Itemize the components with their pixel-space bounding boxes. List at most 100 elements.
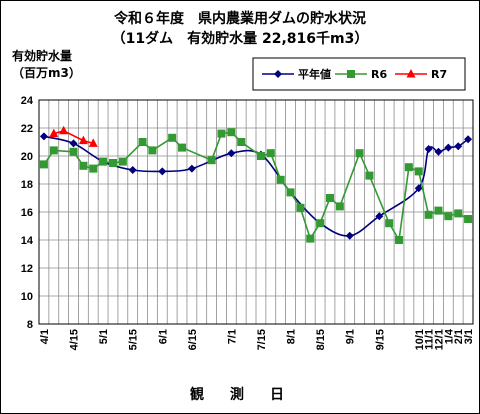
data-point xyxy=(316,219,325,228)
data-point xyxy=(88,138,98,147)
grid xyxy=(39,100,473,324)
data-point xyxy=(49,128,59,138)
data-point xyxy=(434,147,443,156)
y-tick-label: 16 xyxy=(21,207,33,219)
x-tick-label: 1/4 xyxy=(443,328,455,344)
data-point xyxy=(464,215,473,223)
x-tick-label: 7/1 xyxy=(226,329,238,344)
data-point xyxy=(464,135,473,144)
x-tick-labels: 4/1 4/15 5/1 5/15 6/1 6/15 7/1 7/15 8/1 8/15 9/1 9/… xyxy=(39,328,475,350)
data-point xyxy=(168,133,177,142)
data-point xyxy=(266,149,275,158)
data-point xyxy=(365,171,374,180)
data-point xyxy=(385,219,394,228)
legend-label: R7 xyxy=(431,68,447,81)
legend-label: R6 xyxy=(371,68,387,81)
data-point xyxy=(434,206,443,215)
series-line xyxy=(53,129,94,145)
y-tick-label: 14 xyxy=(21,235,34,247)
x-tick-label: 9/1 xyxy=(345,329,357,344)
y-tick-label: 8 xyxy=(27,319,33,331)
data-point xyxy=(138,138,147,146)
x-tick-label: 3/1 xyxy=(463,329,475,344)
data-point xyxy=(49,146,58,155)
legend-marker xyxy=(406,69,416,78)
y-tick-label: 12 xyxy=(21,263,33,275)
data-point xyxy=(69,147,78,156)
x-tick-label: 4/1 xyxy=(39,329,51,344)
y-tick-labels: 8 10 12 14 16 18 20 22 24 xyxy=(21,95,34,331)
data-point xyxy=(237,138,246,146)
data-point xyxy=(444,212,453,221)
data-point xyxy=(79,161,88,170)
data-point xyxy=(227,149,236,158)
y-tick-label: 10 xyxy=(21,291,33,303)
x-axis-label: 観 測 日 xyxy=(190,387,290,403)
y-axis-unit: （百万m3） xyxy=(12,66,81,80)
data-point xyxy=(69,139,78,148)
data-point xyxy=(227,128,236,137)
data-point xyxy=(454,209,463,218)
legend: 平年値 R6 R7 xyxy=(252,57,466,91)
data-point xyxy=(118,157,127,166)
data-point xyxy=(335,202,344,211)
data-point xyxy=(158,167,167,176)
data-point xyxy=(424,145,433,153)
data-point xyxy=(286,188,295,197)
y-tick-label: 22 xyxy=(21,123,33,135)
data-point xyxy=(99,157,108,166)
y-tick-label: 20 xyxy=(21,151,33,163)
x-tick-label: 2/1 xyxy=(453,329,465,344)
legend-label: 平年値 xyxy=(298,67,331,81)
data-point xyxy=(59,125,69,135)
series-r6 xyxy=(39,128,473,244)
data-point xyxy=(207,156,216,165)
series-group xyxy=(39,125,473,244)
x-tick-label: 9/15 xyxy=(374,329,386,350)
data-point xyxy=(424,210,433,219)
data-point xyxy=(414,184,423,193)
x-tick-label: 10/1 xyxy=(414,329,426,350)
legend-marker xyxy=(347,70,355,78)
data-point xyxy=(395,236,404,244)
chart-title: 令和６年度 県内農業用ダムの貯水状況 xyxy=(114,11,366,27)
x-tick-label: 6/15 xyxy=(187,329,199,350)
data-point xyxy=(325,194,334,202)
data-point xyxy=(404,163,413,172)
data-point xyxy=(256,152,265,160)
x-tick-label: 7/15 xyxy=(256,329,268,350)
data-point xyxy=(296,203,305,212)
legend-marker xyxy=(274,70,282,78)
x-tick-label: 6/1 xyxy=(157,329,169,344)
x-tick-label: 8/15 xyxy=(315,329,327,350)
data-point xyxy=(128,166,137,174)
data-point xyxy=(148,146,157,155)
x-tick-label: 11/1 xyxy=(424,329,436,350)
plot-area xyxy=(38,99,474,325)
series-r7 xyxy=(49,125,98,147)
data-point xyxy=(276,175,285,184)
data-point xyxy=(39,132,48,141)
x-tick-label: 8/1 xyxy=(286,329,298,344)
data-point xyxy=(375,212,384,221)
data-point xyxy=(89,164,98,173)
x-tick-label: 5/1 xyxy=(98,329,110,344)
x-tick-label: 5/15 xyxy=(128,329,140,350)
y-tick-label: 24 xyxy=(21,95,34,107)
data-point xyxy=(187,164,196,173)
y-tick-label: 18 xyxy=(21,179,33,191)
data-point xyxy=(444,143,453,152)
data-point xyxy=(78,135,88,145)
data-point xyxy=(306,234,315,243)
data-point xyxy=(108,159,117,167)
x-tick-label: 12/1 xyxy=(433,329,445,350)
chart-subtitle: （11ダム 有効貯水量 22,816千m3） xyxy=(111,31,369,47)
data-point xyxy=(39,160,48,169)
data-point xyxy=(414,167,423,176)
x-tick-label: 4/15 xyxy=(69,329,81,350)
data-point xyxy=(178,143,187,152)
data-point xyxy=(454,142,463,151)
y-axis-label: 有効貯水量 xyxy=(12,49,73,63)
data-point xyxy=(355,149,364,158)
